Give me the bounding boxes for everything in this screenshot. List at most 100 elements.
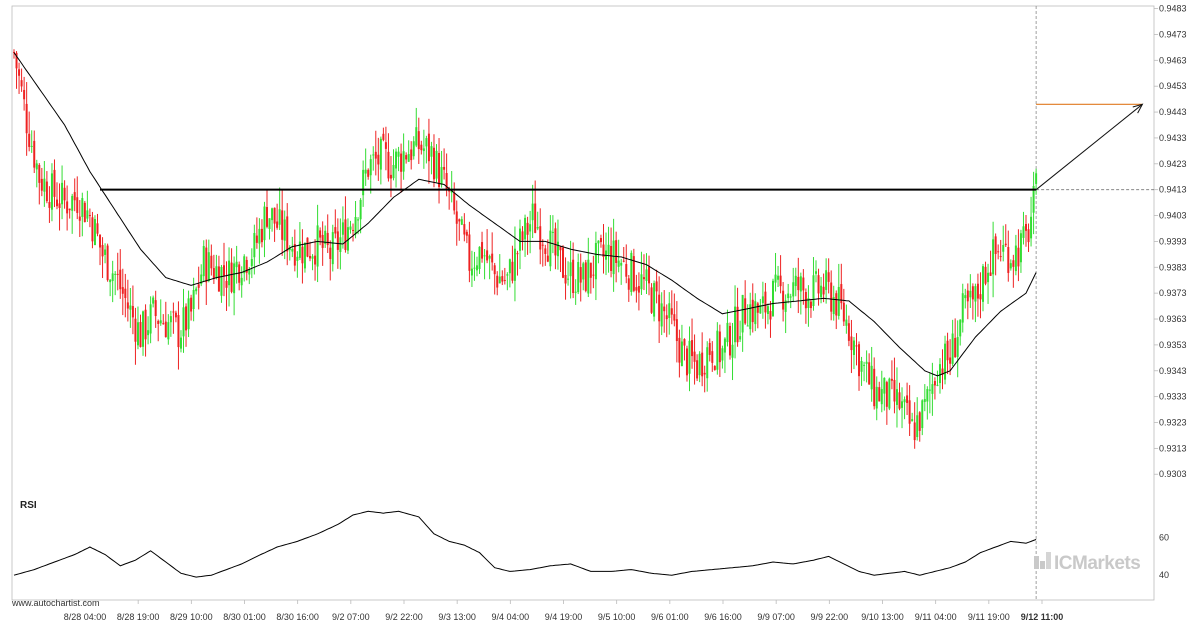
candle-up [721, 348, 724, 361]
candle-down [458, 219, 461, 222]
candle-down [751, 299, 754, 323]
candle-down [453, 192, 456, 211]
candle-down [238, 264, 241, 283]
candle-up [531, 203, 534, 221]
candle-down [217, 266, 220, 292]
candle-up [759, 305, 762, 314]
candle-up [86, 210, 89, 219]
candle-up [865, 361, 868, 364]
candle-down [893, 379, 896, 402]
candle-down [185, 306, 188, 331]
candle-up [964, 295, 967, 299]
candle-down [521, 231, 524, 241]
candle-up [825, 270, 828, 290]
x-tick-label: 9/10 13:00 [861, 612, 904, 622]
candle-down [306, 237, 309, 257]
candle-up [1032, 185, 1035, 213]
candle-up [519, 228, 521, 251]
candle-down [172, 311, 175, 313]
candle-up [832, 297, 835, 315]
candle-up [766, 306, 769, 315]
candle-down [88, 215, 91, 217]
candle-down [858, 344, 861, 377]
candle-down [546, 255, 549, 262]
candle-down [541, 244, 544, 246]
candle-down [260, 228, 263, 243]
candle-down [468, 234, 471, 271]
candle-up [473, 267, 476, 269]
candle-down [822, 286, 825, 295]
candle-down [410, 149, 413, 161]
candle-up [969, 290, 972, 298]
candle-up [488, 255, 491, 259]
candle-down [850, 336, 853, 351]
ma-line [13, 52, 1037, 377]
candle-up [645, 269, 648, 281]
candle-up [450, 190, 453, 193]
candle-down [764, 291, 767, 313]
candle-up [880, 389, 883, 405]
candle-up [680, 341, 683, 367]
forecast-arrow-head-icon [1132, 103, 1144, 114]
price-levels [100, 103, 1154, 191]
candle-down [481, 242, 484, 259]
x-tick-label: 9/11 04:00 [915, 612, 957, 622]
candle-down [205, 247, 208, 283]
chart-frame [11, 5, 1155, 601]
candle-up [283, 219, 286, 241]
candle-up [607, 244, 610, 255]
y-tick-label: 0.9483 [1159, 4, 1187, 14]
candle-down [420, 144, 423, 151]
candle-down [683, 339, 686, 346]
candle-down [319, 230, 322, 238]
candle-up [777, 275, 780, 280]
candle-up [243, 256, 246, 274]
candle-up [129, 305, 132, 310]
candle-down [971, 286, 974, 300]
candle-down [534, 203, 537, 233]
candle-down [728, 326, 731, 356]
candle-up [402, 151, 405, 172]
candle-down [1025, 223, 1027, 231]
candle-down [116, 273, 119, 275]
candle-down [827, 272, 830, 282]
candle-up [901, 401, 904, 408]
candle-down [511, 261, 514, 281]
candle-down [602, 244, 605, 257]
candle-up [202, 246, 205, 277]
candle-up [339, 237, 342, 253]
candle-up [61, 182, 64, 205]
candle-down [245, 259, 248, 273]
candle-down [949, 357, 952, 364]
candle-up [109, 279, 112, 283]
candle-up [372, 154, 375, 156]
candle-down [868, 362, 871, 385]
candle-up [794, 275, 797, 287]
candle-down [696, 360, 699, 379]
candle-up [852, 340, 855, 355]
candle-down [400, 153, 403, 172]
candle-up [111, 273, 114, 282]
candle-down [78, 216, 81, 221]
candle-up [93, 219, 96, 246]
candle-down [68, 208, 71, 211]
candle-down [526, 222, 529, 235]
y-tick-label: 0.9303 [1159, 469, 1187, 479]
candle-down [134, 318, 137, 342]
candle-up [723, 338, 726, 353]
candle-up [617, 260, 620, 267]
candle-down [493, 265, 496, 275]
candle-down [53, 169, 56, 197]
candle-down [711, 351, 714, 363]
candle-down [890, 378, 893, 381]
candle-up [789, 296, 792, 298]
y-tick-label: 0.9363 [1159, 314, 1187, 324]
candle-up [513, 248, 516, 281]
candle-up [43, 178, 46, 192]
candle-up [311, 256, 314, 259]
x-tick-label: 9/12 11:00 [1021, 612, 1064, 622]
y-tick-label: 0.9403 [1159, 211, 1187, 221]
x-tick-label: 9/4 04:00 [492, 612, 530, 622]
candle-up [536, 227, 539, 229]
